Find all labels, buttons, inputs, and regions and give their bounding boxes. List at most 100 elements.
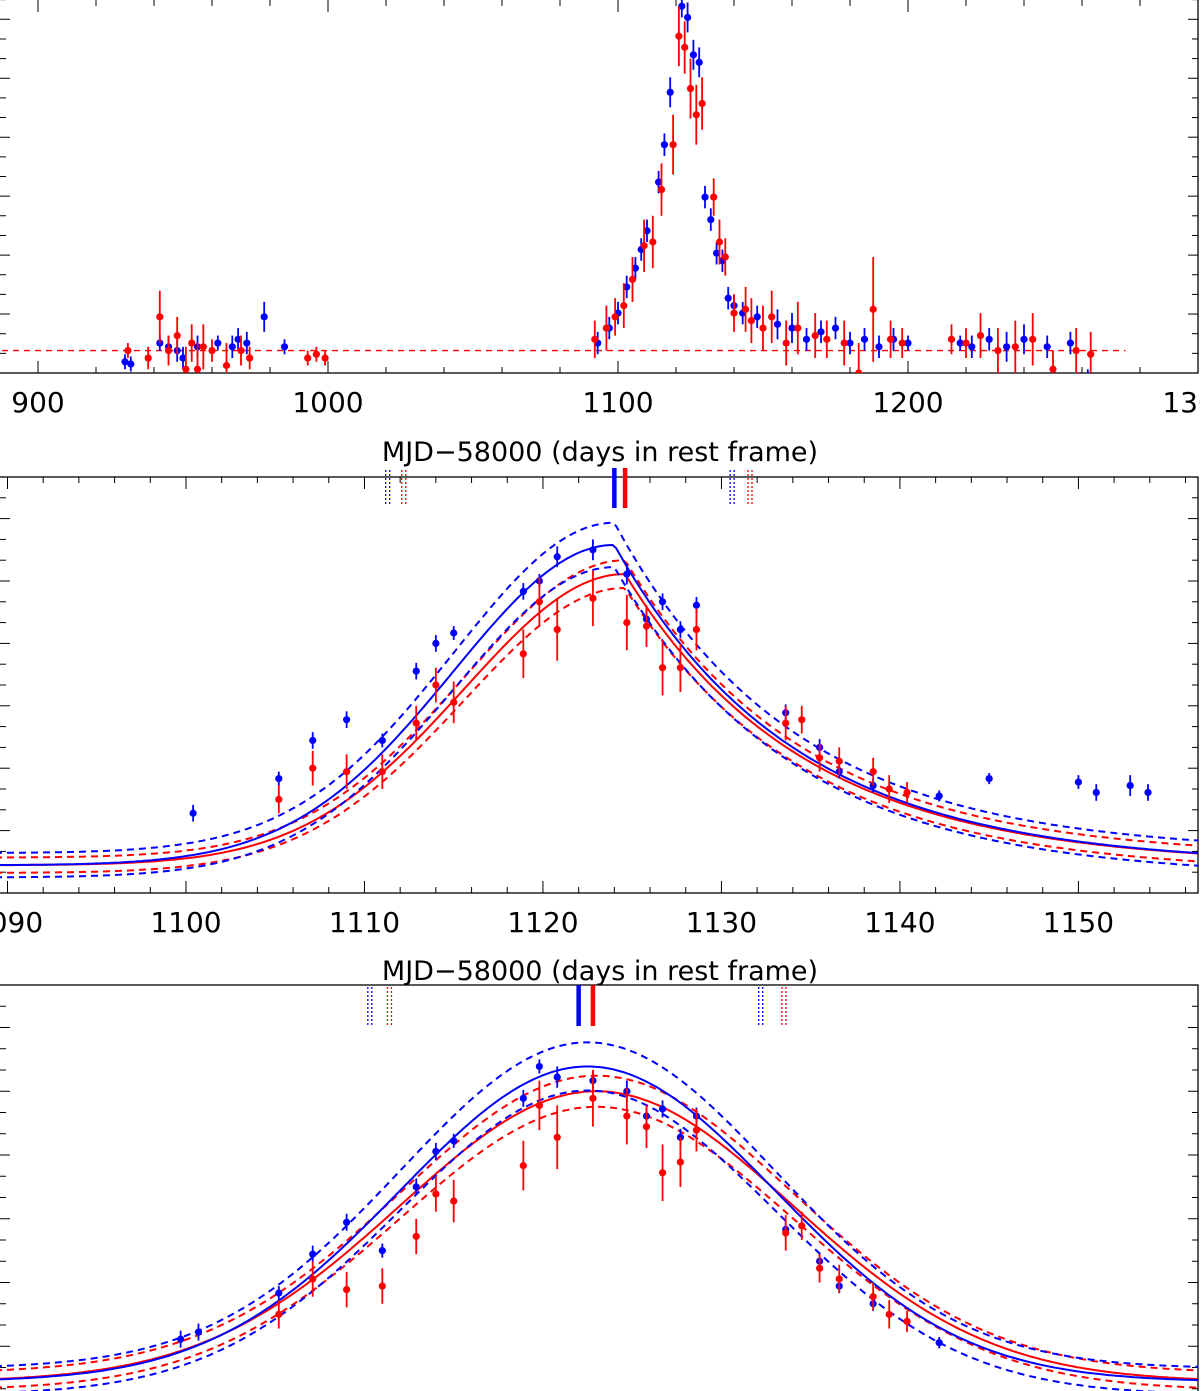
panel1-blue-data-point xyxy=(904,339,912,347)
panel2-red-data-point xyxy=(869,768,877,776)
panel3-blue-data-point xyxy=(343,1218,351,1226)
panel3-red-data-point xyxy=(412,1232,420,1241)
panel1-red-data-point xyxy=(602,324,611,332)
panel1-blue-data-point xyxy=(713,249,721,257)
panel2-blue-data-point xyxy=(1126,781,1134,790)
panel2-blue-data-point xyxy=(589,546,597,554)
panel1-red-data-point xyxy=(657,186,666,194)
panel2-red-data-point xyxy=(275,795,283,804)
panel2-red-data-point xyxy=(535,598,543,606)
panel3-blue-data-point xyxy=(378,1247,386,1255)
panel1-blue-data-point xyxy=(678,2,686,10)
panel2-xtick-label: 1150 xyxy=(1043,906,1114,939)
panel2-red-data-point xyxy=(412,719,420,727)
panel1-red-data-point xyxy=(208,346,216,355)
panel2-blue-data-point xyxy=(1092,788,1100,797)
panel3-blue-model-lower-bound xyxy=(16,1089,1159,1391)
panel3-red-data-point xyxy=(642,1123,651,1131)
panel1-blue-data-point xyxy=(234,335,242,343)
panel2-blue-model-upper-bound xyxy=(0,521,1198,854)
panel1-red-data-point xyxy=(1049,365,1057,373)
panel1-blue-data-point xyxy=(643,227,651,235)
panel1-blue-data-point xyxy=(860,335,869,343)
panel2-blue-data-point xyxy=(676,625,684,634)
panel1-blue-data-point xyxy=(260,313,268,321)
panel1-blue-data-point xyxy=(724,294,732,302)
panel1-red-data-point xyxy=(620,302,628,310)
panel3-red-data-point xyxy=(553,1133,561,1141)
panel1-blue-data-point xyxy=(1003,343,1011,351)
panel2-red-model-upper-bound xyxy=(0,559,1198,859)
panel2-xtick-label: 1140 xyxy=(864,906,935,939)
panel1-red-data-point xyxy=(173,331,181,340)
panel2-xtick-label: 1090 xyxy=(0,906,43,939)
panel1-red-data-point xyxy=(199,343,207,351)
panel1-blue-data-point xyxy=(846,339,854,347)
panel1-red-data-point xyxy=(124,346,132,355)
panel1-red-data-point xyxy=(640,242,648,250)
panel1-blue-data-point xyxy=(968,343,976,351)
panel3-axes-frame xyxy=(0,984,1199,1391)
panel1-red-data-point xyxy=(715,238,724,246)
panel3-red-data-point xyxy=(309,1275,317,1283)
panel2-axes-frame xyxy=(0,476,1199,894)
panel1-red-data-point xyxy=(304,354,312,362)
panel3-plot-area xyxy=(0,1041,1198,1391)
panel3-red-data-point xyxy=(676,1158,684,1166)
panel2-blue-data-point xyxy=(378,736,386,745)
panel1-red-data-point xyxy=(591,335,599,343)
panel2-red-data-point xyxy=(378,768,386,776)
panel2-red-data-point xyxy=(885,785,893,793)
panel2-xtick-label: 1120 xyxy=(507,906,578,939)
panel2-red-data-point xyxy=(343,768,351,776)
panel3-blue-data-point xyxy=(177,1335,185,1343)
panel2-blue-data-point xyxy=(985,775,993,783)
panel1-red-data-point xyxy=(681,43,689,51)
panel3-blue-data-point xyxy=(535,1062,543,1071)
panel1-red-data-point xyxy=(962,339,970,347)
panel1-red-data-point xyxy=(811,331,819,340)
panel2-red-data-point xyxy=(782,719,790,727)
panel1-red-data-point xyxy=(759,324,767,332)
panel3-red-model-upper-bound xyxy=(0,1074,1198,1372)
panel2-blue-data-point xyxy=(189,809,197,817)
panel1-red-data-point xyxy=(188,339,196,347)
panel1-blue-data-point xyxy=(280,343,289,351)
panel1-red-data-point xyxy=(321,354,329,362)
panel1-xtick-label: 1000 xyxy=(292,386,363,419)
panel1-red-data-point xyxy=(976,331,985,340)
panel1-red-data-point xyxy=(823,335,831,343)
panel2-red-data-point xyxy=(432,681,440,689)
panel1-red-data-point xyxy=(994,346,1002,355)
panel1-blue-data-point xyxy=(985,335,993,343)
panel3-blue-data-point xyxy=(194,1328,203,1336)
panel1-blue-data-point xyxy=(1043,343,1051,351)
panel1-red-data-point xyxy=(246,354,254,362)
panel2-red-data-point xyxy=(309,764,317,772)
panel2-blue-model-best-fit xyxy=(0,543,1198,867)
panel1-red-data-point xyxy=(782,339,790,347)
panel3-blue-data-point xyxy=(935,1339,943,1347)
panel2-blue-data-point xyxy=(1144,788,1152,797)
panel3-red-data-point xyxy=(782,1229,790,1237)
panel1-red-data-point xyxy=(237,346,245,355)
panel1-blue-data-point xyxy=(1084,381,1091,388)
panel1-red-data-point xyxy=(898,339,906,347)
panel1-red-data-point xyxy=(182,365,190,373)
panel1-red-data-point xyxy=(669,141,677,149)
panel3-blue-data-point xyxy=(450,1137,458,1145)
panel2-blue-data-point xyxy=(658,598,667,606)
panel1-blue-data-point xyxy=(623,283,631,291)
panel1-red-data-point xyxy=(628,275,637,284)
panel2-red-data-point xyxy=(798,716,806,724)
panel2-red-model-best-fit xyxy=(0,573,1198,867)
panel1-red-data-point xyxy=(947,335,956,343)
panel3-blue-data-point xyxy=(553,1073,561,1081)
panel1-blue-data-point xyxy=(956,339,964,347)
panel1-red-data-point xyxy=(840,339,848,347)
panel2-blue-data-point xyxy=(275,775,283,783)
panel1-blue-data-point xyxy=(875,343,883,351)
panel3-blue-data-point xyxy=(519,1094,527,1102)
panel2-plot-area xyxy=(0,521,1198,879)
